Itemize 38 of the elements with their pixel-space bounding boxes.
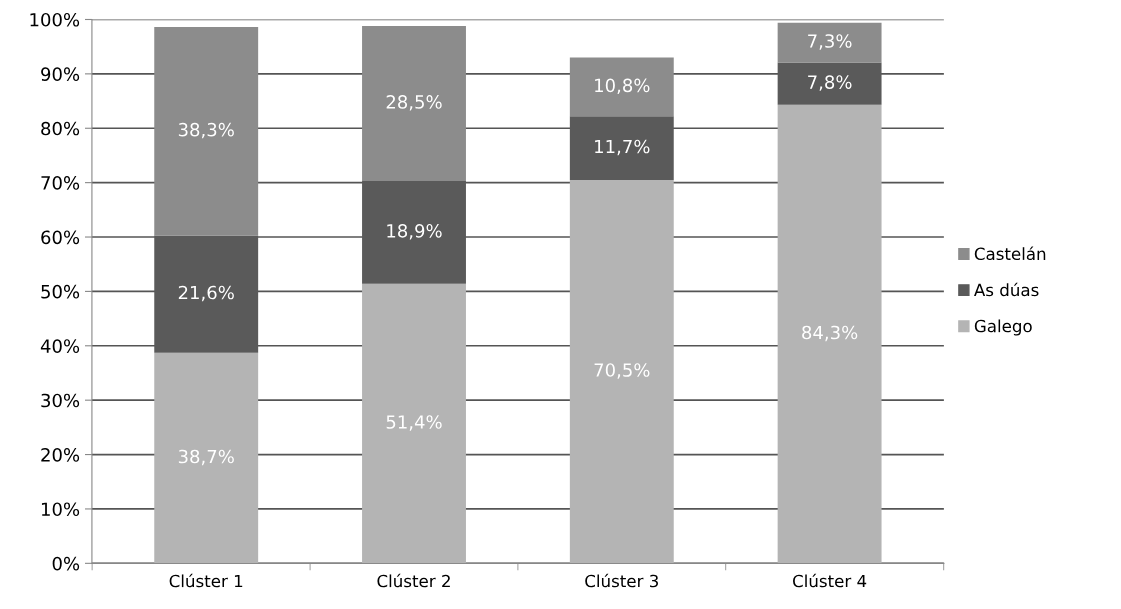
x-tick-label: Clúster 3 bbox=[585, 573, 658, 588]
bar bbox=[154, 352, 259, 564]
data-label: 18,9% bbox=[387, 223, 442, 240]
data-label: 38,7% bbox=[178, 449, 234, 466]
data-label: 84,3% bbox=[802, 325, 858, 342]
x-tick-label: Clúster 4 bbox=[793, 573, 867, 588]
bar bbox=[777, 22, 882, 63]
bar bbox=[362, 283, 466, 564]
legend-label: As dúas bbox=[974, 282, 1039, 297]
legend-label: Galego bbox=[974, 319, 1032, 336]
data-label: 7,8% bbox=[808, 75, 852, 91]
bar bbox=[569, 57, 674, 117]
y-tick-label: 60% bbox=[41, 230, 80, 245]
data-label: 11,7% bbox=[595, 139, 650, 156]
bar bbox=[777, 104, 882, 564]
y-tick-label: 0% bbox=[52, 556, 80, 571]
y-tick-label: 20% bbox=[41, 448, 80, 462]
y-tick-label: 40% bbox=[40, 339, 80, 353]
y-tick-label: 70% bbox=[41, 176, 80, 190]
y-tick-label: 30% bbox=[41, 393, 80, 408]
data-label: 10,8% bbox=[595, 78, 650, 94]
data-label: 28,5% bbox=[386, 95, 442, 111]
y-tick-label: 10% bbox=[41, 502, 80, 517]
x-tick-label: Clúster 2 bbox=[377, 573, 450, 588]
y-tick-label: 90% bbox=[41, 67, 80, 81]
legend-label: Castelán bbox=[974, 246, 1046, 261]
data-label: 7,3% bbox=[808, 34, 852, 50]
bar bbox=[154, 27, 259, 236]
bar bbox=[362, 26, 466, 182]
y-tick-label: 50% bbox=[41, 284, 80, 299]
y-tick-label: 80% bbox=[41, 121, 80, 136]
data-label: 70,5% bbox=[594, 363, 650, 379]
bar bbox=[569, 179, 674, 564]
y-tick-label: 100% bbox=[30, 12, 80, 27]
x-tick-label: Clúster 1 bbox=[169, 573, 243, 588]
data-label: 51,4% bbox=[386, 415, 442, 431]
data-label: 38,3% bbox=[178, 122, 234, 139]
data-label: 21,6% bbox=[178, 285, 234, 302]
